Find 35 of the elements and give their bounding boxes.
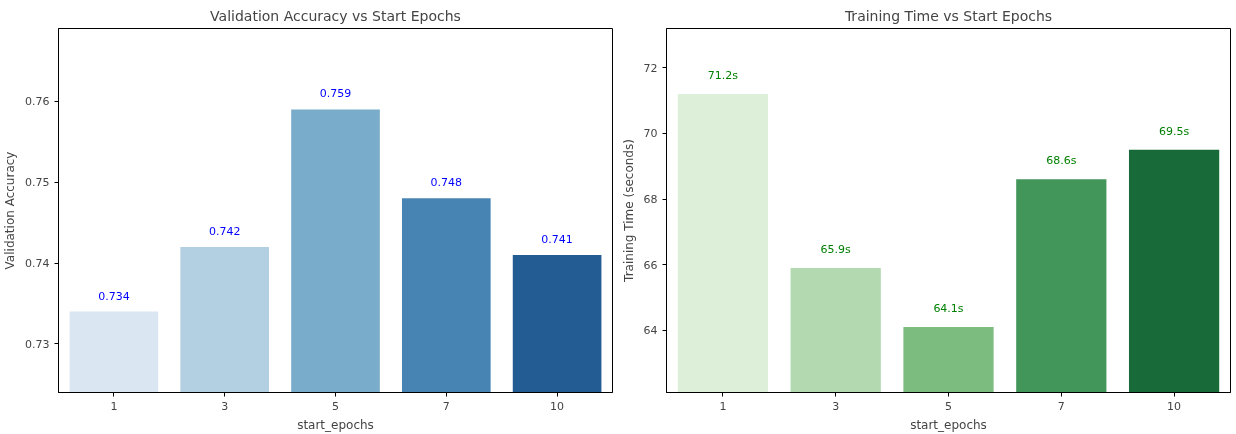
data-label: 71.2s xyxy=(707,69,739,83)
y-axis-title: Training Time (seconds) xyxy=(621,139,636,283)
x-tick-label: 5 xyxy=(332,399,339,413)
x-tick-label: 10 xyxy=(550,399,565,413)
data-label: 64.1s xyxy=(933,301,964,315)
y-tick-label: 0.74 xyxy=(25,257,50,271)
y-tick-label: 0.73 xyxy=(25,337,50,351)
y-axis-title: Validation Accuracy xyxy=(3,151,18,270)
data-label: 0.734 xyxy=(98,289,130,303)
x-tick-label: 1 xyxy=(719,399,727,413)
data-label: 0.741 xyxy=(541,232,573,246)
data-label: 0.742 xyxy=(208,224,241,238)
data-label: 65.9s xyxy=(820,242,852,256)
x-axis-title: start_epochs xyxy=(297,417,374,432)
data-label: 0.759 xyxy=(319,87,352,101)
y-tick-label: 70 xyxy=(643,127,658,141)
y-tick-label: 68 xyxy=(643,193,658,207)
x-tick-label: 5 xyxy=(945,399,952,413)
data-label: 69.5s xyxy=(1158,124,1190,138)
y-tick-label: 64 xyxy=(643,324,658,338)
x-tick-label: 7 xyxy=(1057,399,1065,413)
x-tick-label: 7 xyxy=(442,399,450,413)
chart-title: Training Time vs Start Epochs xyxy=(843,7,1053,24)
y-tick-label: 0.76 xyxy=(25,95,50,109)
x-tick-label: 1 xyxy=(110,399,118,413)
x-tick-label: 10 xyxy=(1167,399,1182,413)
x-tick-label: 3 xyxy=(832,399,840,413)
data-label: 68.6s xyxy=(1046,154,1077,168)
x-axis-title: start_epochs xyxy=(910,417,987,432)
y-tick-label: 66 xyxy=(643,258,658,272)
x-tick-label: 3 xyxy=(221,399,229,413)
chart-title: Validation Accuracy vs Start Epochs xyxy=(210,7,461,24)
y-tick-label: 0.75 xyxy=(25,176,50,190)
y-tick-label: 72 xyxy=(643,61,658,75)
data-label: 0.748 xyxy=(430,176,463,190)
